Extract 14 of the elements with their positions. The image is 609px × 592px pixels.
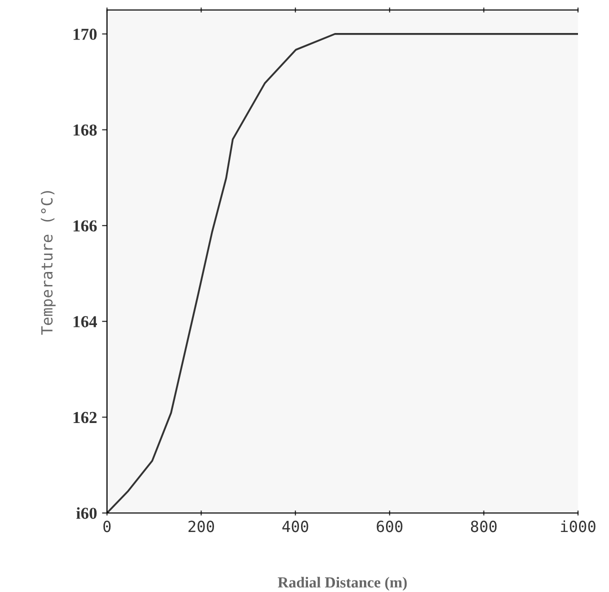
y-tick-label: 168 <box>74 124 97 136</box>
y-tick-label: 164 <box>74 316 97 328</box>
x-tick-label: 600 <box>376 520 402 532</box>
x-tick-label: i000 <box>560 520 596 532</box>
y-axis-title: Temperature (°C) <box>40 191 56 335</box>
y-tick-label: 162 <box>74 412 97 424</box>
y-tick-label: 170 <box>74 28 97 40</box>
y-tick-label: 166 <box>74 220 97 232</box>
x-tick-label: 200 <box>188 520 214 532</box>
x-axis-title: Radial Distance (m) <box>278 576 407 591</box>
x-tick-label: 0 <box>103 520 111 532</box>
y-tick-label: i60 <box>76 507 97 519</box>
x-tick-label: 800 <box>470 520 497 532</box>
x-tick-label: 400 <box>282 520 308 532</box>
